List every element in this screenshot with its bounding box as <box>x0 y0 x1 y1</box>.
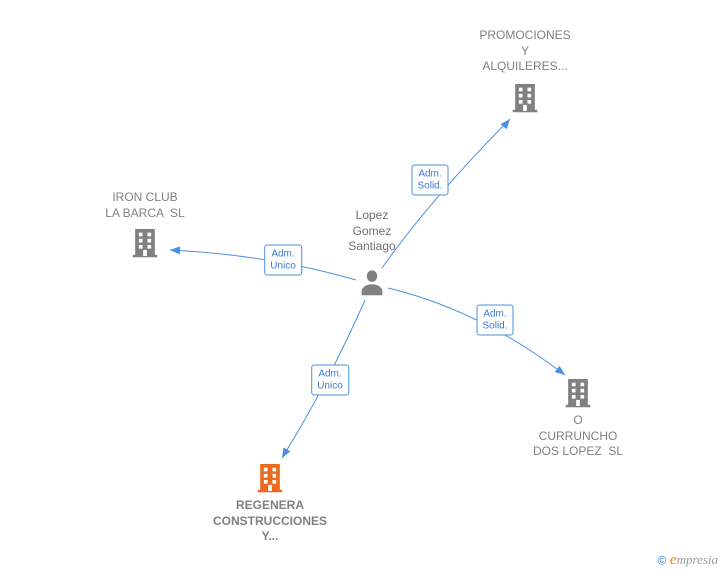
arrowhead-ironclub <box>170 246 180 254</box>
node-label-ironclub: IRON CLUB LA BARCA SL <box>105 190 184 221</box>
watermark: © empresia <box>657 552 718 569</box>
arrowhead-regenera <box>279 447 291 460</box>
edge-label-ironclub: Adm. Unico <box>264 245 302 276</box>
edge-label-promociones: Adm. Solid. <box>411 165 448 196</box>
node-label-promociones: PROMOCIONES Y ALQUILERES... <box>479 28 570 75</box>
copyright-symbol: © <box>657 554 666 568</box>
brand-name: empresia <box>670 552 718 567</box>
node-label-curruncho: O CURRUNCHO DOS LOPEZ SL <box>533 413 623 460</box>
diagram-canvas: Lopez Gomez Santiago © empresia PROMOCIO… <box>0 0 728 575</box>
person-icon <box>358 268 386 303</box>
building-icon-promociones[interactable] <box>510 82 540 119</box>
edge-label-curruncho: Adm. Solid. <box>476 305 513 336</box>
edge-label-regenera: Adm. Unico <box>311 365 349 396</box>
building-icon-ironclub[interactable] <box>130 227 160 264</box>
building-icon-regenera[interactable] <box>255 462 285 499</box>
edge-ironclub <box>170 250 356 280</box>
building-icon-curruncho[interactable] <box>563 377 593 414</box>
node-label-regenera: REGENERA CONSTRUCCIONES Y... <box>213 498 327 545</box>
center-node-label: Lopez Gomez Santiago <box>348 208 395 255</box>
